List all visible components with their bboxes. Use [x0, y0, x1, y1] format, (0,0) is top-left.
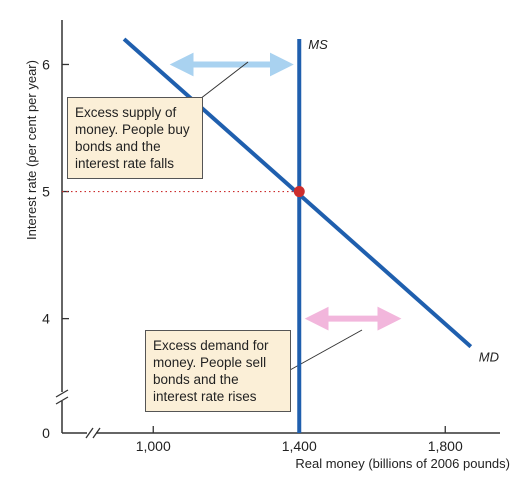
annotation-line: bonds and the: [153, 372, 239, 387]
leader-line-supply: [199, 61, 249, 100]
annotation-line: bonds and the: [75, 139, 161, 154]
annotation-excess-demand: Excess demand for money. People sell bon…: [145, 330, 291, 412]
y-axis-break: [55, 389, 69, 405]
y-tick-label: 6: [42, 56, 50, 72]
y-tick-label: 5: [42, 184, 50, 200]
annotation-line: money. People buy: [75, 122, 190, 137]
y-tick-label: 4: [42, 311, 50, 327]
x-ticks: 1,000 1,400 1,800: [136, 426, 463, 454]
series-label-ms: MS: [308, 37, 328, 52]
annotation-line: money. People sell: [153, 355, 267, 370]
annotation-line: interest rate rises: [153, 389, 257, 404]
y-ticks: 4 5 6: [42, 56, 69, 327]
annotation-line: interest rate falls: [75, 156, 175, 171]
leader-lines: [199, 61, 363, 371]
axes: [55, 20, 500, 440]
arrows: [169, 52, 402, 331]
origin-label: 0: [42, 425, 50, 441]
y-axis-label: Interest rate (per cent per year): [24, 60, 39, 240]
x-tick-label: 1,000: [136, 438, 171, 454]
x-axis-break: [85, 426, 101, 440]
annotation-line: Excess demand for: [153, 338, 269, 353]
annotation-line: Excess supply of: [75, 105, 177, 120]
series-label-md: MD: [479, 350, 499, 365]
x-tick-label: 1,800: [428, 438, 463, 454]
x-axis-label: Real money (billions of 2006 pounds): [295, 456, 510, 471]
x-tick-label: 1,400: [282, 438, 317, 454]
annotation-excess-supply: Excess supply of money. People buy bonds…: [67, 97, 203, 179]
leader-line-demand: [289, 329, 363, 371]
equilibrium-point: [293, 186, 305, 198]
